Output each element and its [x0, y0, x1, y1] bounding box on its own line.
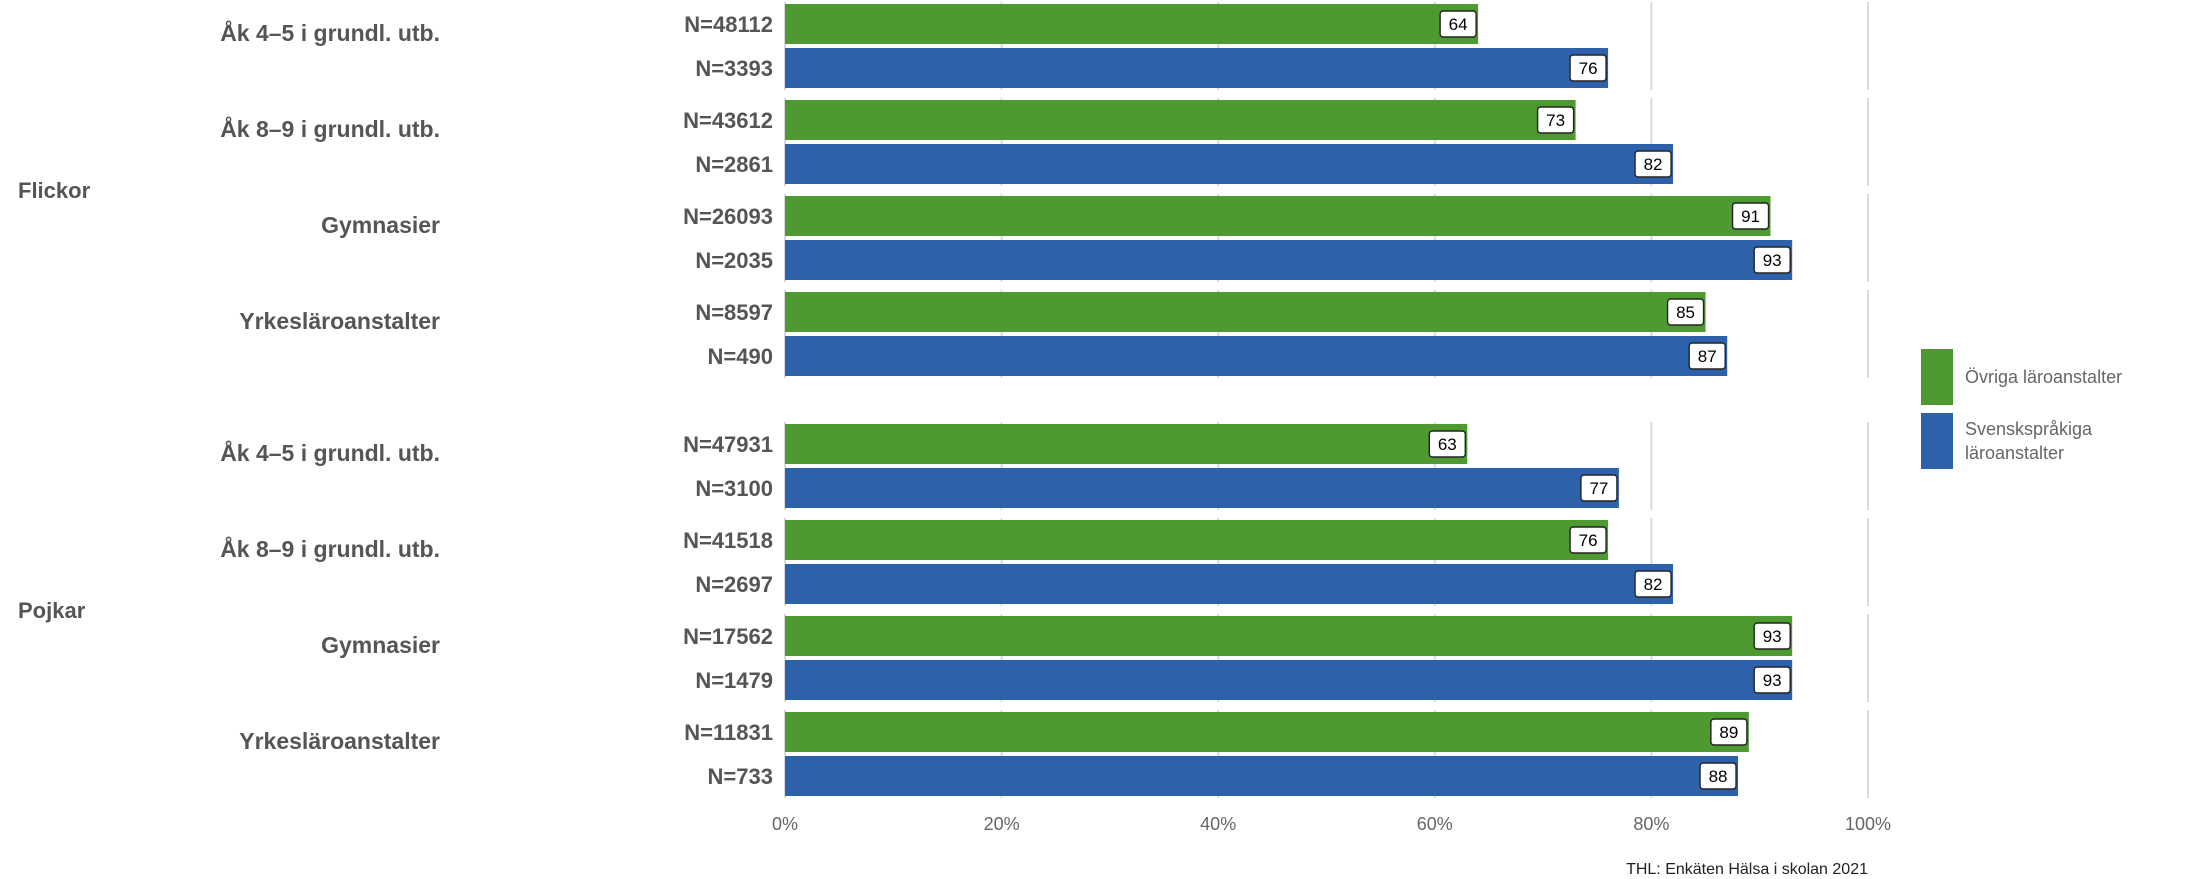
source-note: THL: Enkäten Hälsa i skolan 2021: [1626, 861, 1868, 878]
value-label: 91: [1741, 207, 1760, 226]
legend-label: läroanstalter: [1965, 443, 2064, 463]
value-label-box: [1731, 202, 1770, 230]
n-label: N=26093: [683, 204, 773, 229]
n-label: N=41518: [683, 528, 773, 553]
bar: [785, 424, 1468, 464]
value-label-box: [1753, 246, 1791, 274]
bar: [785, 564, 1674, 604]
x-tick-label: 60%: [1417, 814, 1453, 834]
labels: Flickor Åk 4–5 i grundl. utb. N=48112 64 N=3…: [18, 10, 1891, 834]
n-label: N=43612: [683, 108, 773, 133]
bar: [785, 468, 1619, 508]
value-label: 93: [1763, 671, 1782, 690]
value-label-box: [1569, 54, 1607, 82]
group-label: Flickor: [18, 178, 91, 203]
x-tick-label: 80%: [1633, 814, 1669, 834]
bar: [785, 712, 1749, 752]
legend-label: Svenskspråkiga: [1965, 419, 2093, 439]
bars: [785, 4, 1793, 796]
value-label: 82: [1644, 155, 1663, 174]
value-label-box: [1428, 430, 1466, 458]
bar: [785, 48, 1609, 88]
bar: [785, 756, 1739, 796]
value-label-box: [1688, 342, 1726, 370]
category-label: Åk 8–9 i grundl. utb.: [220, 535, 440, 562]
n-label: N=8597: [695, 300, 773, 325]
n-label: N=17562: [683, 624, 773, 649]
bar: [785, 240, 1793, 280]
value-label-box: [1753, 622, 1791, 650]
legend-swatch: [1921, 413, 1953, 469]
bar: [785, 196, 1771, 236]
value-label: 73: [1546, 111, 1565, 130]
bar: [785, 520, 1609, 560]
value-label: 76: [1579, 59, 1598, 78]
value-label: 93: [1763, 627, 1782, 646]
value-label: 82: [1644, 575, 1663, 594]
legend-label: Övriga läroanstalter: [1965, 367, 2122, 387]
legend-swatch: [1921, 349, 1953, 405]
value-label-box: [1666, 298, 1705, 326]
bar: [785, 616, 1793, 656]
value-label: 63: [1438, 435, 1457, 454]
n-label: N=3393: [695, 56, 773, 81]
n-label: N=3100: [695, 476, 773, 501]
n-label: N=2035: [695, 248, 773, 273]
legend: Övriga läroanstalter Svenskspråkiga läroan…: [1921, 349, 2122, 469]
value-label-box: [1634, 570, 1672, 598]
n-label: N=11831: [684, 720, 773, 745]
value-label-box: [1569, 526, 1607, 554]
value-label: 85: [1676, 303, 1695, 322]
bar: [785, 660, 1793, 700]
category-label: Åk 8–9 i grundl. utb.: [220, 115, 440, 142]
value-label: 87: [1698, 347, 1717, 366]
n-label: N=2861: [695, 152, 773, 177]
value-label-box: [1753, 666, 1791, 694]
category-label: Åk 4–5 i grundl. utb.: [220, 19, 440, 46]
value-label: 89: [1719, 723, 1738, 742]
x-tick-label: 40%: [1200, 814, 1236, 834]
value-label-box: [1699, 762, 1737, 790]
x-tick-label: 20%: [984, 814, 1020, 834]
value-label-box: [1536, 106, 1575, 134]
x-tick-label: 0%: [772, 814, 798, 834]
group-label: Pojkar: [18, 598, 86, 623]
n-label: N=733: [708, 764, 773, 789]
value-label-box: [1710, 718, 1748, 746]
x-tick-label: 100%: [1845, 814, 1891, 834]
bar: [785, 292, 1706, 332]
value-label: 64: [1449, 15, 1468, 34]
category-label: Åk 4–5 i grundl. utb.: [220, 439, 440, 466]
bar: [785, 4, 1479, 44]
category-label: Yrkesläroanstalter: [239, 308, 440, 334]
n-label: N=2697: [695, 572, 773, 597]
category-label: Yrkesläroanstalter: [239, 728, 440, 754]
n-label: N=1479: [695, 668, 773, 693]
n-label: N=47931: [683, 432, 773, 457]
value-label: 88: [1709, 767, 1728, 786]
category-label: Gymnasier: [321, 632, 440, 658]
value-label: 76: [1579, 531, 1598, 550]
value-label-box: [1634, 150, 1672, 178]
value-label: 77: [1589, 479, 1608, 498]
value-label-box: [1439, 10, 1477, 38]
bar: [785, 100, 1576, 140]
n-label: N=48112: [684, 12, 773, 37]
n-label: N=490: [708, 344, 773, 369]
bar: [785, 144, 1674, 184]
category-label: Gymnasier: [321, 212, 440, 238]
value-label-box: [1580, 474, 1618, 502]
bar: [785, 336, 1728, 376]
value-label: 93: [1763, 251, 1782, 270]
